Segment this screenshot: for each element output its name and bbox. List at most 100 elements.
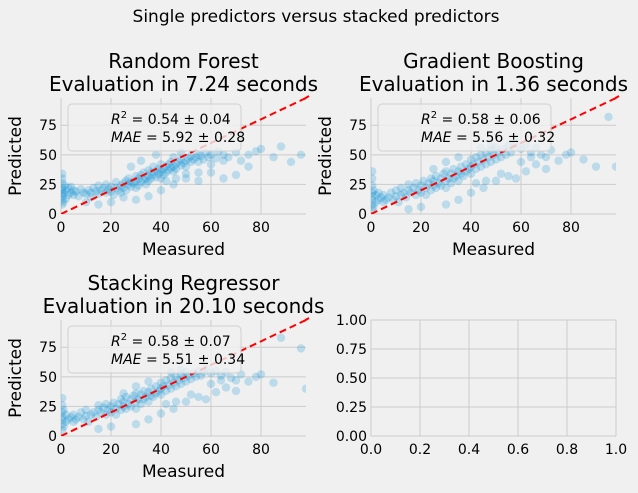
x-tick-label: 20 [102,220,120,236]
data-point [301,384,306,393]
data-point [156,174,166,183]
data-point [144,388,153,397]
data-point [171,372,181,382]
data-point [501,150,511,160]
data-point [256,144,266,154]
data-point [479,183,488,193]
data-point [411,179,421,188]
y-tick-label: 0.25 [336,400,367,416]
data-point [161,376,171,385]
data-point [219,156,228,165]
data-point [119,193,128,202]
data-point [61,405,68,415]
data-point [269,378,278,387]
subplot-4: 0.0 0.2 0.4 0.6 0.8 1.0 0.00 0.25 0.50 0.75 1.00 [336,313,627,458]
x-tick-label: 0.8 [556,442,578,458]
subplot-title-model: Gradient Boosting [403,49,584,73]
data-point [136,156,146,165]
data-point [466,169,476,178]
data-point [94,405,103,415]
data-point [371,192,377,201]
data-point [144,397,153,406]
data-point [181,377,191,386]
data-point [296,150,306,160]
data-point [211,388,221,397]
data-point [371,174,377,183]
data-point [61,181,69,190]
data-point [61,195,67,204]
data-point [206,168,216,177]
x-tick-label: 60 [202,220,220,236]
ideal-fit-diagonal-tail [303,95,310,100]
data-point [566,148,576,157]
data-point [244,162,253,171]
y-tick-label: 0 [358,207,367,223]
data-point [96,186,106,195]
data-point [91,412,101,422]
data-point [396,190,406,200]
data-point [171,160,181,169]
data-point [151,173,161,182]
data-point [149,392,158,402]
data-point [554,156,563,165]
data-point [139,175,148,184]
data-point [106,197,116,207]
data-point [179,158,188,168]
y-tick-label: 25 [349,177,367,193]
data-point [181,162,191,171]
data-point [456,162,466,171]
data-point [371,167,377,176]
data-point [171,397,181,406]
data-point [286,157,296,167]
data-point [446,179,456,188]
data-point [76,408,86,417]
data-point [106,402,116,411]
data-point [186,374,196,384]
data-point [149,170,158,180]
data-point [251,147,261,156]
data-point [94,424,103,434]
data-point [71,415,81,424]
x-tick-label: 80 [252,220,270,236]
data-point [176,161,186,170]
data-point [204,152,213,162]
data-point [121,176,131,186]
x-tick-label: 0 [57,442,66,458]
data-point [201,395,211,404]
data-point [416,181,426,190]
y-tick-label: 0 [48,207,57,223]
data-point [111,177,121,187]
y-tick-label: 0 [48,429,57,445]
scatter-points [61,142,306,209]
data-point [236,156,246,165]
data-point [471,164,481,174]
data-point [156,390,166,399]
data-point [141,180,151,189]
y-tick-label: 25 [39,177,57,193]
data-point [541,164,551,174]
data-point [404,180,413,189]
data-point [166,163,176,173]
data-point [206,379,216,389]
data-point [171,174,181,183]
data-point [426,174,436,183]
data-point [94,189,103,199]
data-point [371,197,381,207]
data-point [409,183,418,193]
data-point [151,150,161,160]
data-point [61,169,67,178]
data-point [226,373,236,383]
data-point [531,160,541,169]
ideal-fit-diagonal [61,320,306,436]
data-point [244,150,253,160]
data-point [109,190,118,200]
data-point [61,197,68,207]
x-tick-label: 0.2 [409,442,431,458]
y-tick-label: 0.75 [336,342,367,358]
data-point [144,192,153,201]
data-point [161,168,171,177]
data-point [91,187,101,196]
